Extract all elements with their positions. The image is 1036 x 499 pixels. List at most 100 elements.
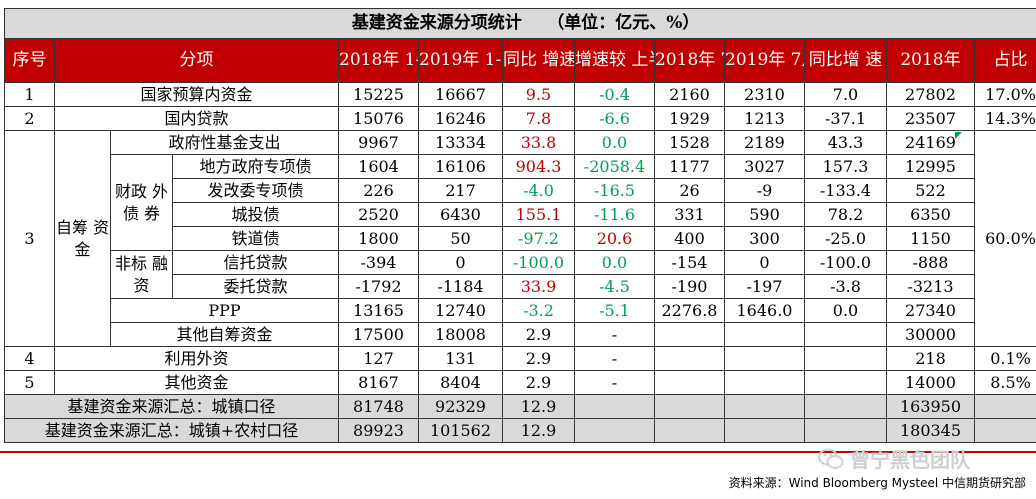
group-label-zichou: 自筹 资金 <box>54 130 111 347</box>
yoy-cell: 2.9 <box>502 346 575 371</box>
row-number: 3 <box>4 130 55 347</box>
value-cell: 8404 <box>418 370 503 395</box>
header-cell: 同比增 速 <box>804 38 887 83</box>
value-cell: 163950 <box>886 394 975 419</box>
value-cell: 157.3 <box>804 154 887 179</box>
share-cell: 8.5% <box>973 370 1036 395</box>
yoy-cell: 33.9 <box>502 274 575 299</box>
wechat-icon <box>818 448 844 469</box>
item-name: 利用外资 <box>54 346 339 371</box>
value-cell: 81748 <box>338 394 419 419</box>
header-cell: 2019年 1-7月 <box>418 38 503 83</box>
table-row: PPP 13165 12740 -3.2 -5.1 2276.8 1646.0 … <box>5 298 1036 323</box>
item-name: 基建资金来源汇总：城镇口径 <box>4 394 339 419</box>
divider-line <box>0 451 1036 453</box>
value-cell <box>804 418 887 443</box>
value-cell: 300 <box>724 226 805 251</box>
yoy-cell: 9.5 <box>502 82 575 107</box>
value-cell: -3.8 <box>804 274 887 299</box>
value-cell: -1792 <box>338 274 419 299</box>
value-cell: 27802 <box>886 82 975 107</box>
item-name: 基建资金来源汇总：城镇+农村口径 <box>4 418 339 443</box>
value-cell: 217 <box>418 178 503 203</box>
item-name: 其他资金 <box>54 370 339 395</box>
table-row: 城投债 2520 6430 155.1 -11.6 331 590 78.2 6… <box>5 202 1036 227</box>
table-row: 1 国家预算内资金 15225 16667 9.5 -0.4 2160 2310… <box>4 82 1036 107</box>
value-cell: 1929 <box>654 106 725 131</box>
watermark: 曾宁黑色团队 <box>818 444 970 473</box>
value-cell: 400 <box>654 226 725 251</box>
yoy-cell: -3.2 <box>502 298 575 323</box>
source-note: 资料来源：Wind Bloomberg Mysteel 中信期货研究部 <box>728 476 1026 490</box>
table-row: 其他自筹资金 17500 18008 2.9 - 30000 <box>5 322 1036 347</box>
change-cell: -4.5 <box>574 274 655 299</box>
change-cell: -6.6 <box>574 106 655 131</box>
value-cell: -37.1 <box>804 106 887 131</box>
change-cell: -5.1 <box>574 298 655 323</box>
comment-marker-icon <box>955 132 962 139</box>
yoy-cell: 2.9 <box>502 322 575 347</box>
value-cell: 12995 <box>886 154 975 179</box>
share-cell: 60.0% <box>973 130 1036 347</box>
header-cell: 2018年 <box>886 38 975 83</box>
item-name: 委托贷款 <box>172 274 339 299</box>
watermark-text: 曾宁黑色团队 <box>850 448 970 472</box>
value-cell: 78.2 <box>804 202 887 227</box>
table-row: 3 自筹 资金 政府性基金支出 9967 13334 33.8 0.0 1528… <box>4 130 1036 347</box>
value-cell: 92329 <box>418 394 503 419</box>
value-cell: -197 <box>724 274 805 299</box>
yoy-cell: 12.9 <box>502 418 575 443</box>
change-cell: -11.6 <box>574 202 655 227</box>
value-cell: 1646.0 <box>724 298 805 323</box>
value-cell: 8167 <box>338 370 419 395</box>
yoy-cell: 12.9 <box>502 394 575 419</box>
value-cell: -9 <box>724 178 805 203</box>
value-cell: 127 <box>338 346 419 371</box>
value-cell: 1150 <box>886 226 975 251</box>
header-cell: 增速较 上半年 <box>574 38 655 83</box>
value-cell: 15225 <box>338 82 419 107</box>
value-cell: 1800 <box>338 226 419 251</box>
value-cell: 6430 <box>418 202 503 227</box>
change-cell: - <box>574 322 655 347</box>
value-cell: -154 <box>654 250 725 275</box>
row-number: 4 <box>4 346 55 371</box>
value-cell: 16246 <box>418 106 503 131</box>
value-cell: 1213 <box>724 106 805 131</box>
value-cell: 16106 <box>418 154 503 179</box>
value-cell <box>654 370 725 395</box>
item-name: 国内贷款 <box>54 106 339 131</box>
value-cell: -133.4 <box>804 178 887 203</box>
change-cell <box>574 418 655 443</box>
value-cell: 331 <box>654 202 725 227</box>
row-number: 2 <box>4 106 55 131</box>
value-cell: 2310 <box>724 82 805 107</box>
value-cell: -190 <box>654 274 725 299</box>
value-cell: 23507 <box>886 106 975 131</box>
summary-row: 基建资金来源汇总：城镇+农村口径 89923 101562 12.9 18034… <box>4 418 1036 443</box>
value-cell: 6350 <box>886 202 975 227</box>
value-cell: 101562 <box>418 418 503 443</box>
item-name: PPP <box>110 298 339 323</box>
change-cell <box>574 394 655 419</box>
value-cell: 18008 <box>418 322 503 347</box>
header-cell: 2018年 1-7月 <box>338 38 419 83</box>
value-cell: 131 <box>418 346 503 371</box>
table-row: 财政 外债 券 地方政府专项债 1604 16106 904.3 -2058.4… <box>5 154 1036 251</box>
value-cell: -3213 <box>886 274 975 299</box>
value-cell <box>724 322 805 347</box>
item-name: 发改委专项债 <box>172 178 339 203</box>
value-cell: -888 <box>886 250 975 275</box>
table-row: 铁道债 1800 50 -97.2 20.6 400 300 -25.0 115… <box>5 226 1036 251</box>
value-cell <box>654 346 725 371</box>
value-cell: 1604 <box>338 154 419 179</box>
item-name: 信托贷款 <box>172 250 339 275</box>
change-cell: -2058.4 <box>574 154 655 179</box>
value-cell: 180345 <box>886 418 975 443</box>
change-cell: 0.0 <box>574 130 655 155</box>
value-cell <box>724 370 805 395</box>
funding-source-table: 基建资金来源分项统计 （单位：亿元、%） 序号 分项 2018年 1-7月 20… <box>3 8 1036 443</box>
value-cell: 226 <box>338 178 419 203</box>
table-row: 发改委专项债 226 217 -4.0 -16.5 26 -9 -133.4 5… <box>5 178 1036 203</box>
item-name: 其他自筹资金 <box>110 322 339 347</box>
